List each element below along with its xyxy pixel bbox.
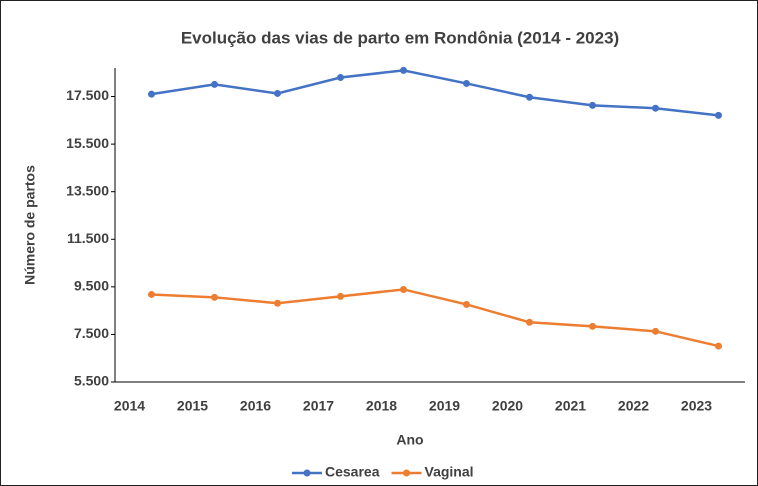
data-point [211, 80, 218, 88]
x-tick-label: 2021 [555, 398, 586, 414]
y-tick-label: 11.500 [67, 230, 109, 246]
data-point [274, 89, 281, 97]
data-point [211, 293, 218, 301]
data-point [400, 285, 407, 293]
legend-marker [403, 469, 410, 477]
y-tick-label: 9.500 [74, 278, 109, 294]
data-point [652, 327, 659, 335]
x-tick-label: 2015 [177, 398, 208, 414]
data-point [463, 300, 470, 308]
y-tick-label: 7.500 [74, 325, 109, 341]
legend-marker [303, 469, 311, 477]
data-point [715, 111, 722, 119]
data-point [148, 90, 155, 98]
data-point [589, 322, 596, 330]
data-point [274, 299, 281, 307]
x-tick-label: 2017 [303, 398, 334, 414]
x-tick-label: 2019 [429, 398, 460, 414]
data-point [715, 342, 722, 350]
series-line [151, 69, 719, 117]
x-tick-label: 2020 [492, 398, 523, 414]
data-point [337, 74, 344, 82]
data-point [589, 101, 596, 109]
data-point [652, 104, 659, 112]
x-tick-label: 2023 [681, 398, 712, 414]
x-tick-label: 2014 [114, 398, 145, 414]
y-axis-label: Número de partos [22, 165, 38, 285]
x-tick-label: 2018 [366, 398, 397, 414]
series-line [151, 288, 719, 348]
legend-label: Cesarea [325, 464, 380, 480]
x-tick-label: 2022 [618, 398, 649, 414]
legend-label: Vaginal [425, 464, 474, 480]
y-tick-label: 13.500 [66, 182, 109, 198]
x-tick-label: 2016 [240, 398, 271, 414]
data-point [148, 290, 155, 298]
x-axis-label: Ano [396, 432, 423, 448]
y-tick-label: 5.500 [74, 373, 109, 389]
data-point [337, 292, 344, 300]
chart-title: Evolução das vias de parto em Rondônia (… [181, 28, 619, 47]
data-point [526, 318, 533, 326]
data-point [463, 79, 470, 87]
y-tick-label: 17.500 [66, 87, 109, 103]
data-point [526, 93, 533, 101]
data-point [400, 66, 407, 74]
y-tick-label: 15.500 [66, 135, 109, 151]
